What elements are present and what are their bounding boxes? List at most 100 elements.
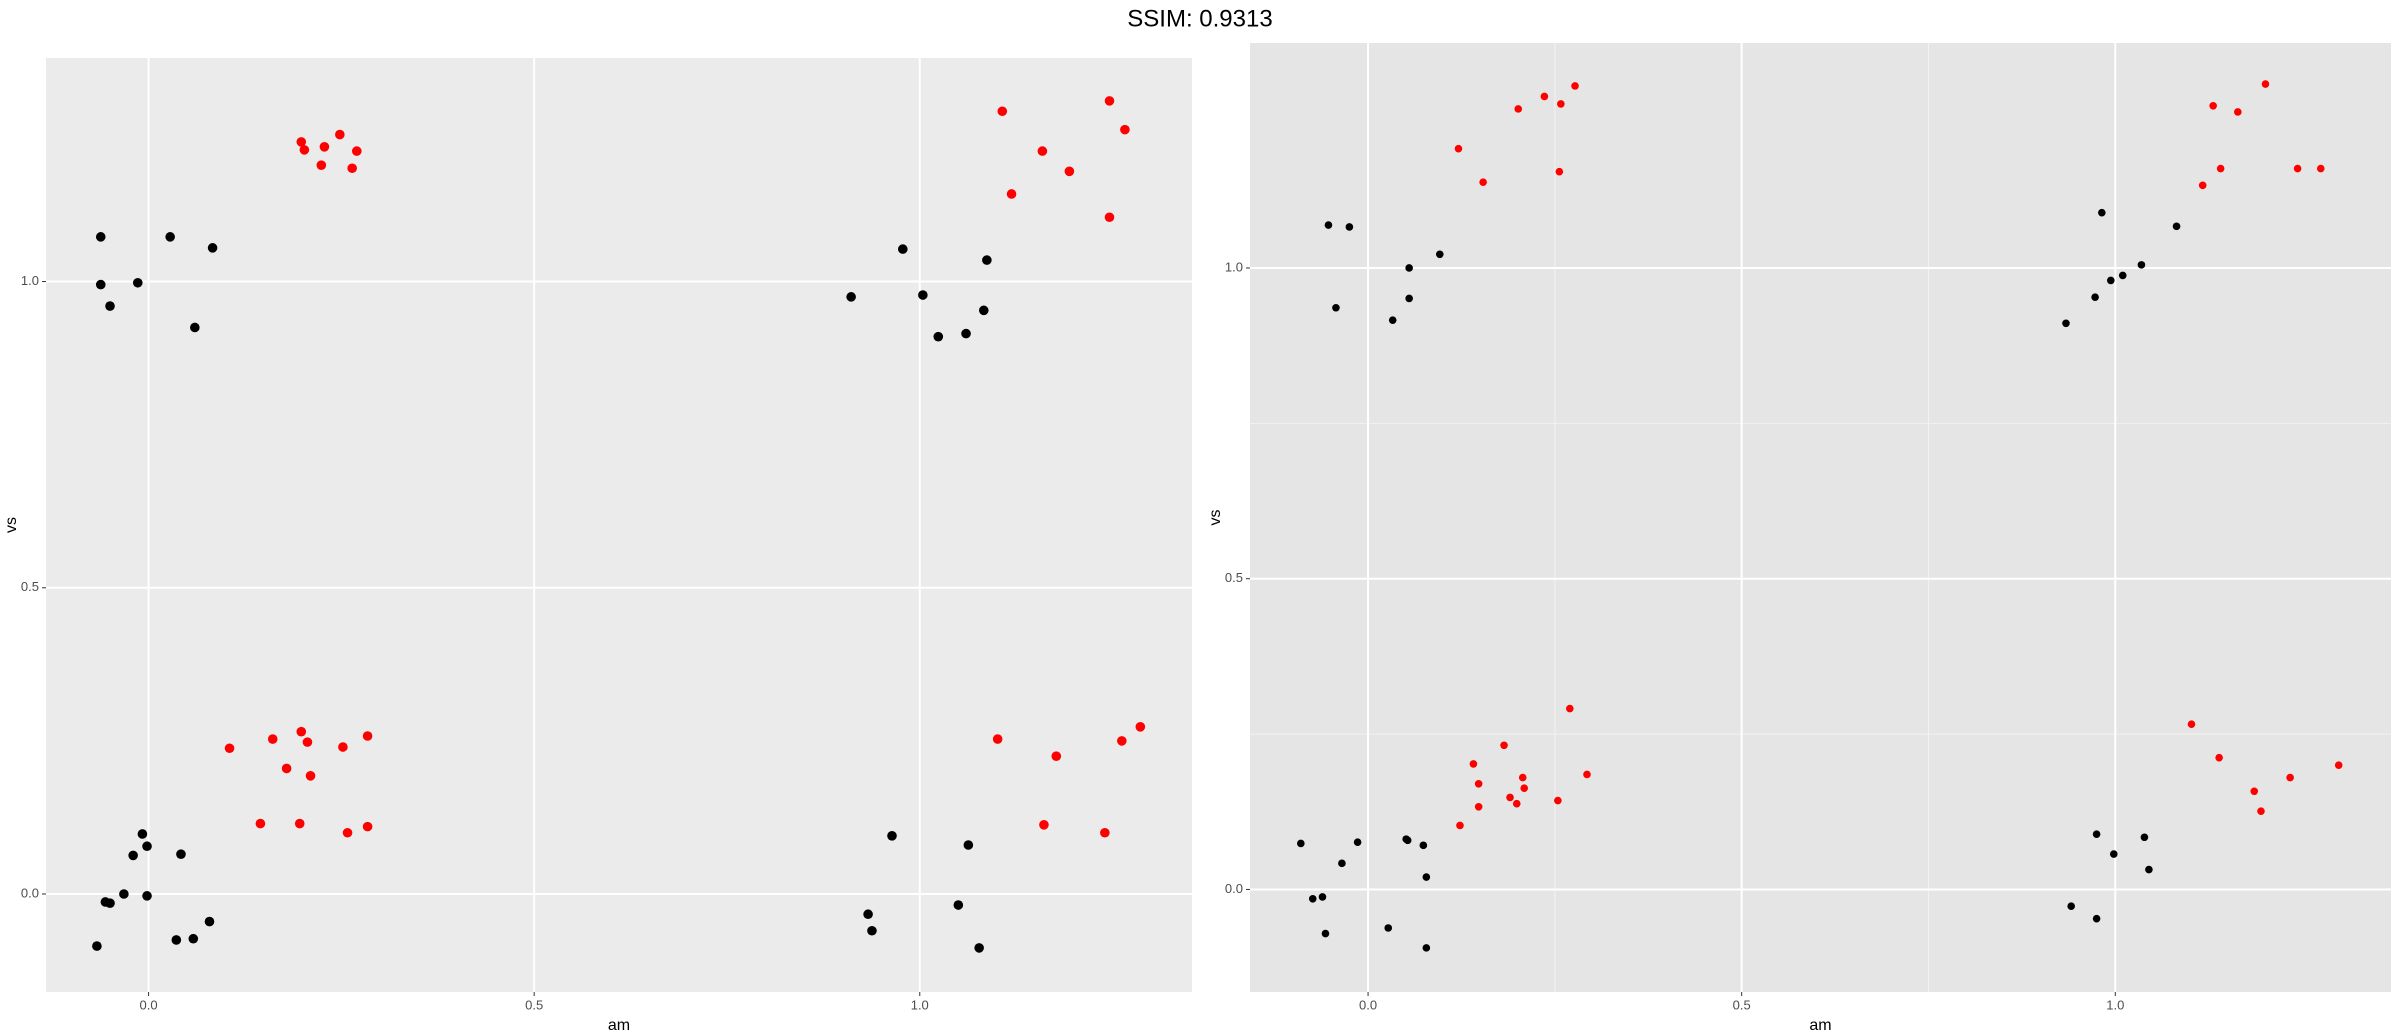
point [171,935,182,945]
point [1388,316,1397,324]
point [2234,108,2242,116]
point [319,142,330,152]
point [95,232,106,242]
point [1435,250,1444,259]
point [1500,741,1508,750]
point [2091,293,2099,301]
point [953,900,964,910]
point [1332,303,1340,312]
point [1419,841,1428,850]
point [105,301,115,311]
point [1405,264,1413,272]
x-tick-label: 0.0 [1359,997,1377,1012]
point [1514,105,1523,113]
point [1338,859,1346,868]
y-tick-label: 0.5 [1225,570,1243,585]
point [224,743,235,754]
point [338,742,348,752]
point [119,889,129,899]
point [1506,793,1514,802]
point [1051,751,1062,762]
x-tick-label: 1.0 [911,997,929,1012]
point [1321,929,1330,938]
point [1104,96,1115,106]
y-axis-label: vs [3,517,20,533]
point [1037,146,1048,156]
point [294,818,305,829]
point [1479,178,1487,187]
point [2209,101,2217,110]
point [918,290,928,300]
point [1518,773,1527,782]
point [207,243,218,253]
point [1353,838,1362,847]
point [2187,720,2196,728]
point [1474,802,1483,811]
y-tick-label: 1.0 [21,273,39,288]
x-axis-label: am [1809,1017,1831,1034]
point [267,734,278,744]
point [92,941,102,951]
point [299,145,310,155]
point [2118,271,2127,280]
point [2250,787,2259,796]
point [1554,796,1562,805]
point [867,925,877,936]
point [296,726,307,737]
point [2215,753,2223,762]
point [1571,82,1579,90]
point [1318,893,1327,901]
point [1557,100,1565,108]
point [1403,836,1412,845]
point [1540,92,1549,101]
x-tick-label: 1.0 [2106,997,2124,1012]
point [1100,827,1110,838]
point [204,916,215,927]
point [1422,944,1431,952]
point [1135,722,1146,732]
point [2145,865,2153,874]
point [974,943,984,953]
point [898,244,908,254]
point [1512,799,1521,808]
point [105,898,115,908]
point [302,737,313,747]
point [2092,830,2101,838]
point [961,328,971,339]
point [1474,780,1483,788]
point [296,137,307,147]
point [2092,914,2101,923]
x-axis-label: am [608,1017,630,1034]
point [2216,164,2225,173]
y-tick-label: 0.5 [21,579,39,594]
plot-panel [1250,43,2391,992]
point [1566,704,1574,713]
point [351,146,362,156]
point [982,255,992,265]
point [2137,261,2146,269]
point [142,891,152,901]
point [1006,189,1017,199]
point [1324,221,1333,229]
point [2316,164,2325,173]
point [128,850,138,861]
point [362,821,373,832]
point [132,277,143,288]
point [2286,773,2294,782]
point [1308,894,1317,903]
point [1469,760,1478,768]
y-tick-label: 0.0 [21,885,39,900]
point [1384,924,1393,932]
point [1117,736,1127,746]
point [1422,873,1431,881]
point [347,163,357,174]
point [281,763,292,774]
point [305,771,316,781]
point [963,840,974,850]
point [362,731,373,741]
point [1104,212,1115,223]
point [188,933,199,944]
point [176,849,186,859]
point [1120,124,1130,135]
